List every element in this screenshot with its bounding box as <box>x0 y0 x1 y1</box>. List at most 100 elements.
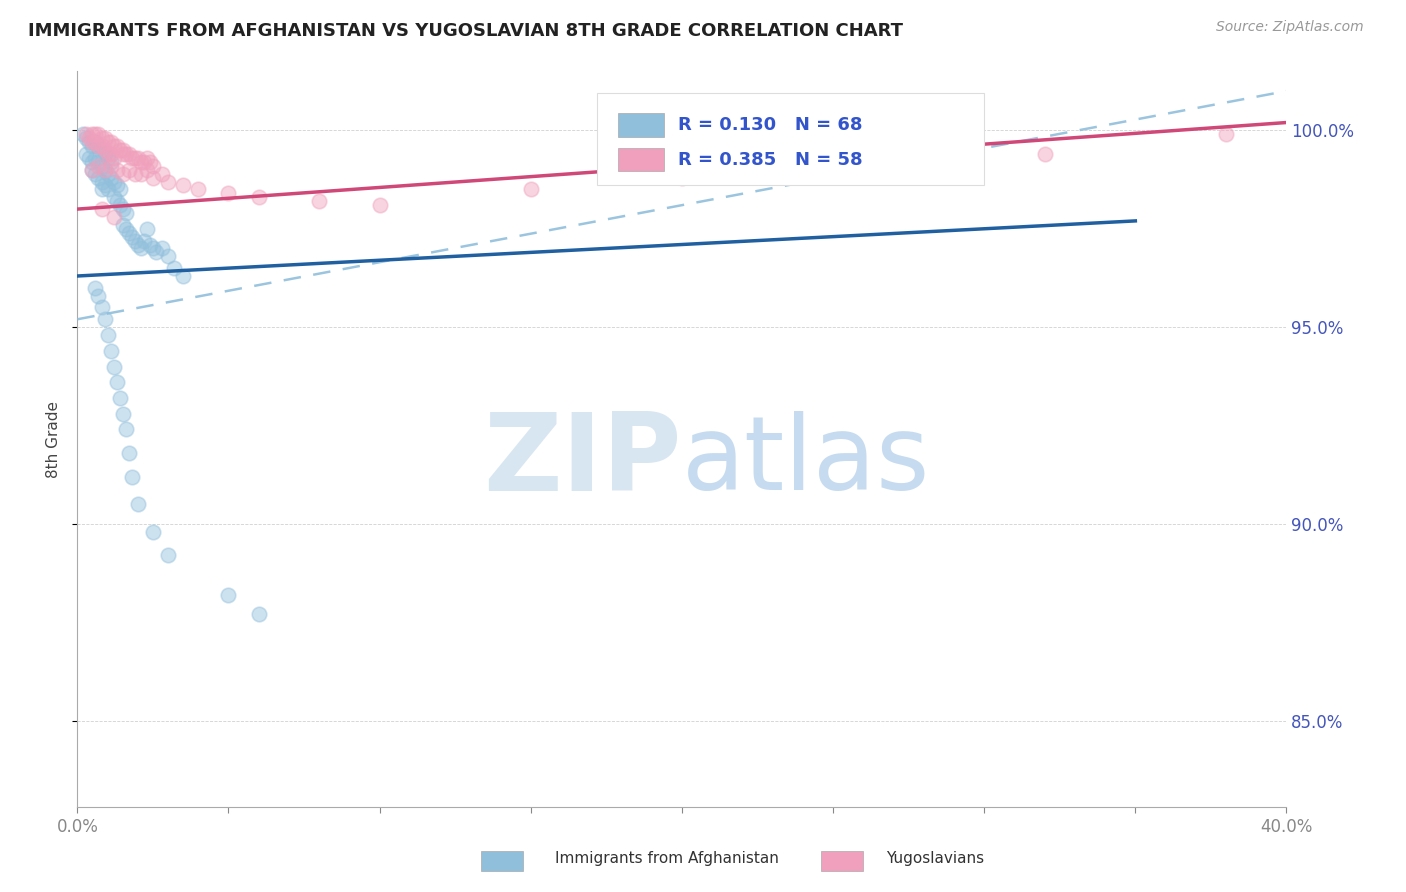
Point <box>82 139 104 153</box>
Point <box>84 167 107 181</box>
Point <box>96 135 118 149</box>
Text: R = 0.130   N = 68: R = 0.130 N = 68 <box>678 116 863 134</box>
Point <box>172 268 194 283</box>
Y-axis label: 8th Grade: 8th Grade <box>45 401 60 478</box>
Point <box>111 202 134 216</box>
Point <box>157 175 180 189</box>
Point <box>103 175 125 189</box>
Point <box>84 281 107 295</box>
Point <box>150 167 173 181</box>
Point <box>108 198 131 212</box>
Point <box>127 237 149 252</box>
Text: Source: ZipAtlas.com: Source: ZipAtlas.com <box>1216 20 1364 34</box>
Point <box>93 143 115 157</box>
Point <box>218 186 240 201</box>
Point <box>87 139 110 153</box>
Point <box>103 210 125 224</box>
Point <box>218 588 240 602</box>
Point <box>90 182 112 196</box>
Point <box>157 549 180 563</box>
Text: IMMIGRANTS FROM AFGHANISTAN VS YUGOSLAVIAN 8TH GRADE CORRELATION CHART: IMMIGRANTS FROM AFGHANISTAN VS YUGOSLAVI… <box>28 22 903 40</box>
Point <box>87 139 110 153</box>
Point <box>1033 147 1056 161</box>
Point <box>84 135 107 149</box>
Point <box>93 147 115 161</box>
Point <box>90 143 112 157</box>
Point <box>103 190 125 204</box>
Point <box>247 607 270 622</box>
Point <box>103 359 125 374</box>
Point <box>100 154 122 169</box>
Point <box>84 151 107 165</box>
Point <box>247 190 270 204</box>
Point <box>100 135 122 149</box>
Point <box>121 469 143 483</box>
Point <box>124 151 146 165</box>
Bar <box>617 148 664 171</box>
Point <box>87 128 110 142</box>
Point <box>72 128 94 142</box>
Point <box>118 147 141 161</box>
Point <box>111 167 134 181</box>
Point <box>84 135 107 149</box>
Point <box>100 170 122 185</box>
Point <box>90 301 112 315</box>
Point <box>172 178 194 193</box>
Point <box>103 139 125 153</box>
Point <box>93 131 115 145</box>
Point <box>111 218 134 232</box>
Point <box>150 242 173 256</box>
Point <box>82 128 104 142</box>
Point <box>93 162 115 177</box>
Point <box>142 242 165 256</box>
Point <box>100 147 122 161</box>
Point <box>114 147 136 161</box>
Point <box>105 139 128 153</box>
Point <box>135 151 157 165</box>
Text: R = 0.385   N = 58: R = 0.385 N = 58 <box>678 151 863 169</box>
Point <box>118 226 141 240</box>
Bar <box>617 113 664 136</box>
Point <box>129 154 152 169</box>
Point <box>105 162 128 177</box>
Point <box>103 151 125 165</box>
Point <box>129 242 152 256</box>
Point <box>121 229 143 244</box>
Point <box>105 376 128 390</box>
Point <box>82 154 104 169</box>
Point <box>111 143 134 157</box>
Point <box>520 182 543 196</box>
Point <box>105 194 128 209</box>
Point <box>671 170 693 185</box>
Point <box>90 139 112 153</box>
Point <box>96 328 118 343</box>
Point <box>87 288 110 302</box>
Point <box>127 151 149 165</box>
Point <box>79 135 101 149</box>
Point <box>124 167 146 181</box>
Point <box>135 162 157 177</box>
Point <box>96 167 118 181</box>
Point <box>111 147 134 161</box>
Point <box>114 221 136 235</box>
Point <box>142 159 165 173</box>
Point <box>139 237 162 252</box>
Point <box>108 182 131 196</box>
Text: Immigrants from Afghanistan: Immigrants from Afghanistan <box>555 851 779 865</box>
Point <box>308 194 330 209</box>
Point <box>108 391 131 405</box>
Text: atlas: atlas <box>682 411 931 512</box>
Point <box>111 407 134 421</box>
Point <box>145 245 167 260</box>
Point <box>90 175 112 189</box>
Point <box>75 128 97 142</box>
Point <box>87 154 110 169</box>
Point <box>118 162 141 177</box>
Text: ZIP: ZIP <box>484 409 682 515</box>
Point <box>142 524 165 539</box>
Point <box>93 178 115 193</box>
Point <box>135 221 157 235</box>
Point <box>368 198 391 212</box>
FancyBboxPatch shape <box>598 94 984 186</box>
Point <box>1215 128 1237 142</box>
